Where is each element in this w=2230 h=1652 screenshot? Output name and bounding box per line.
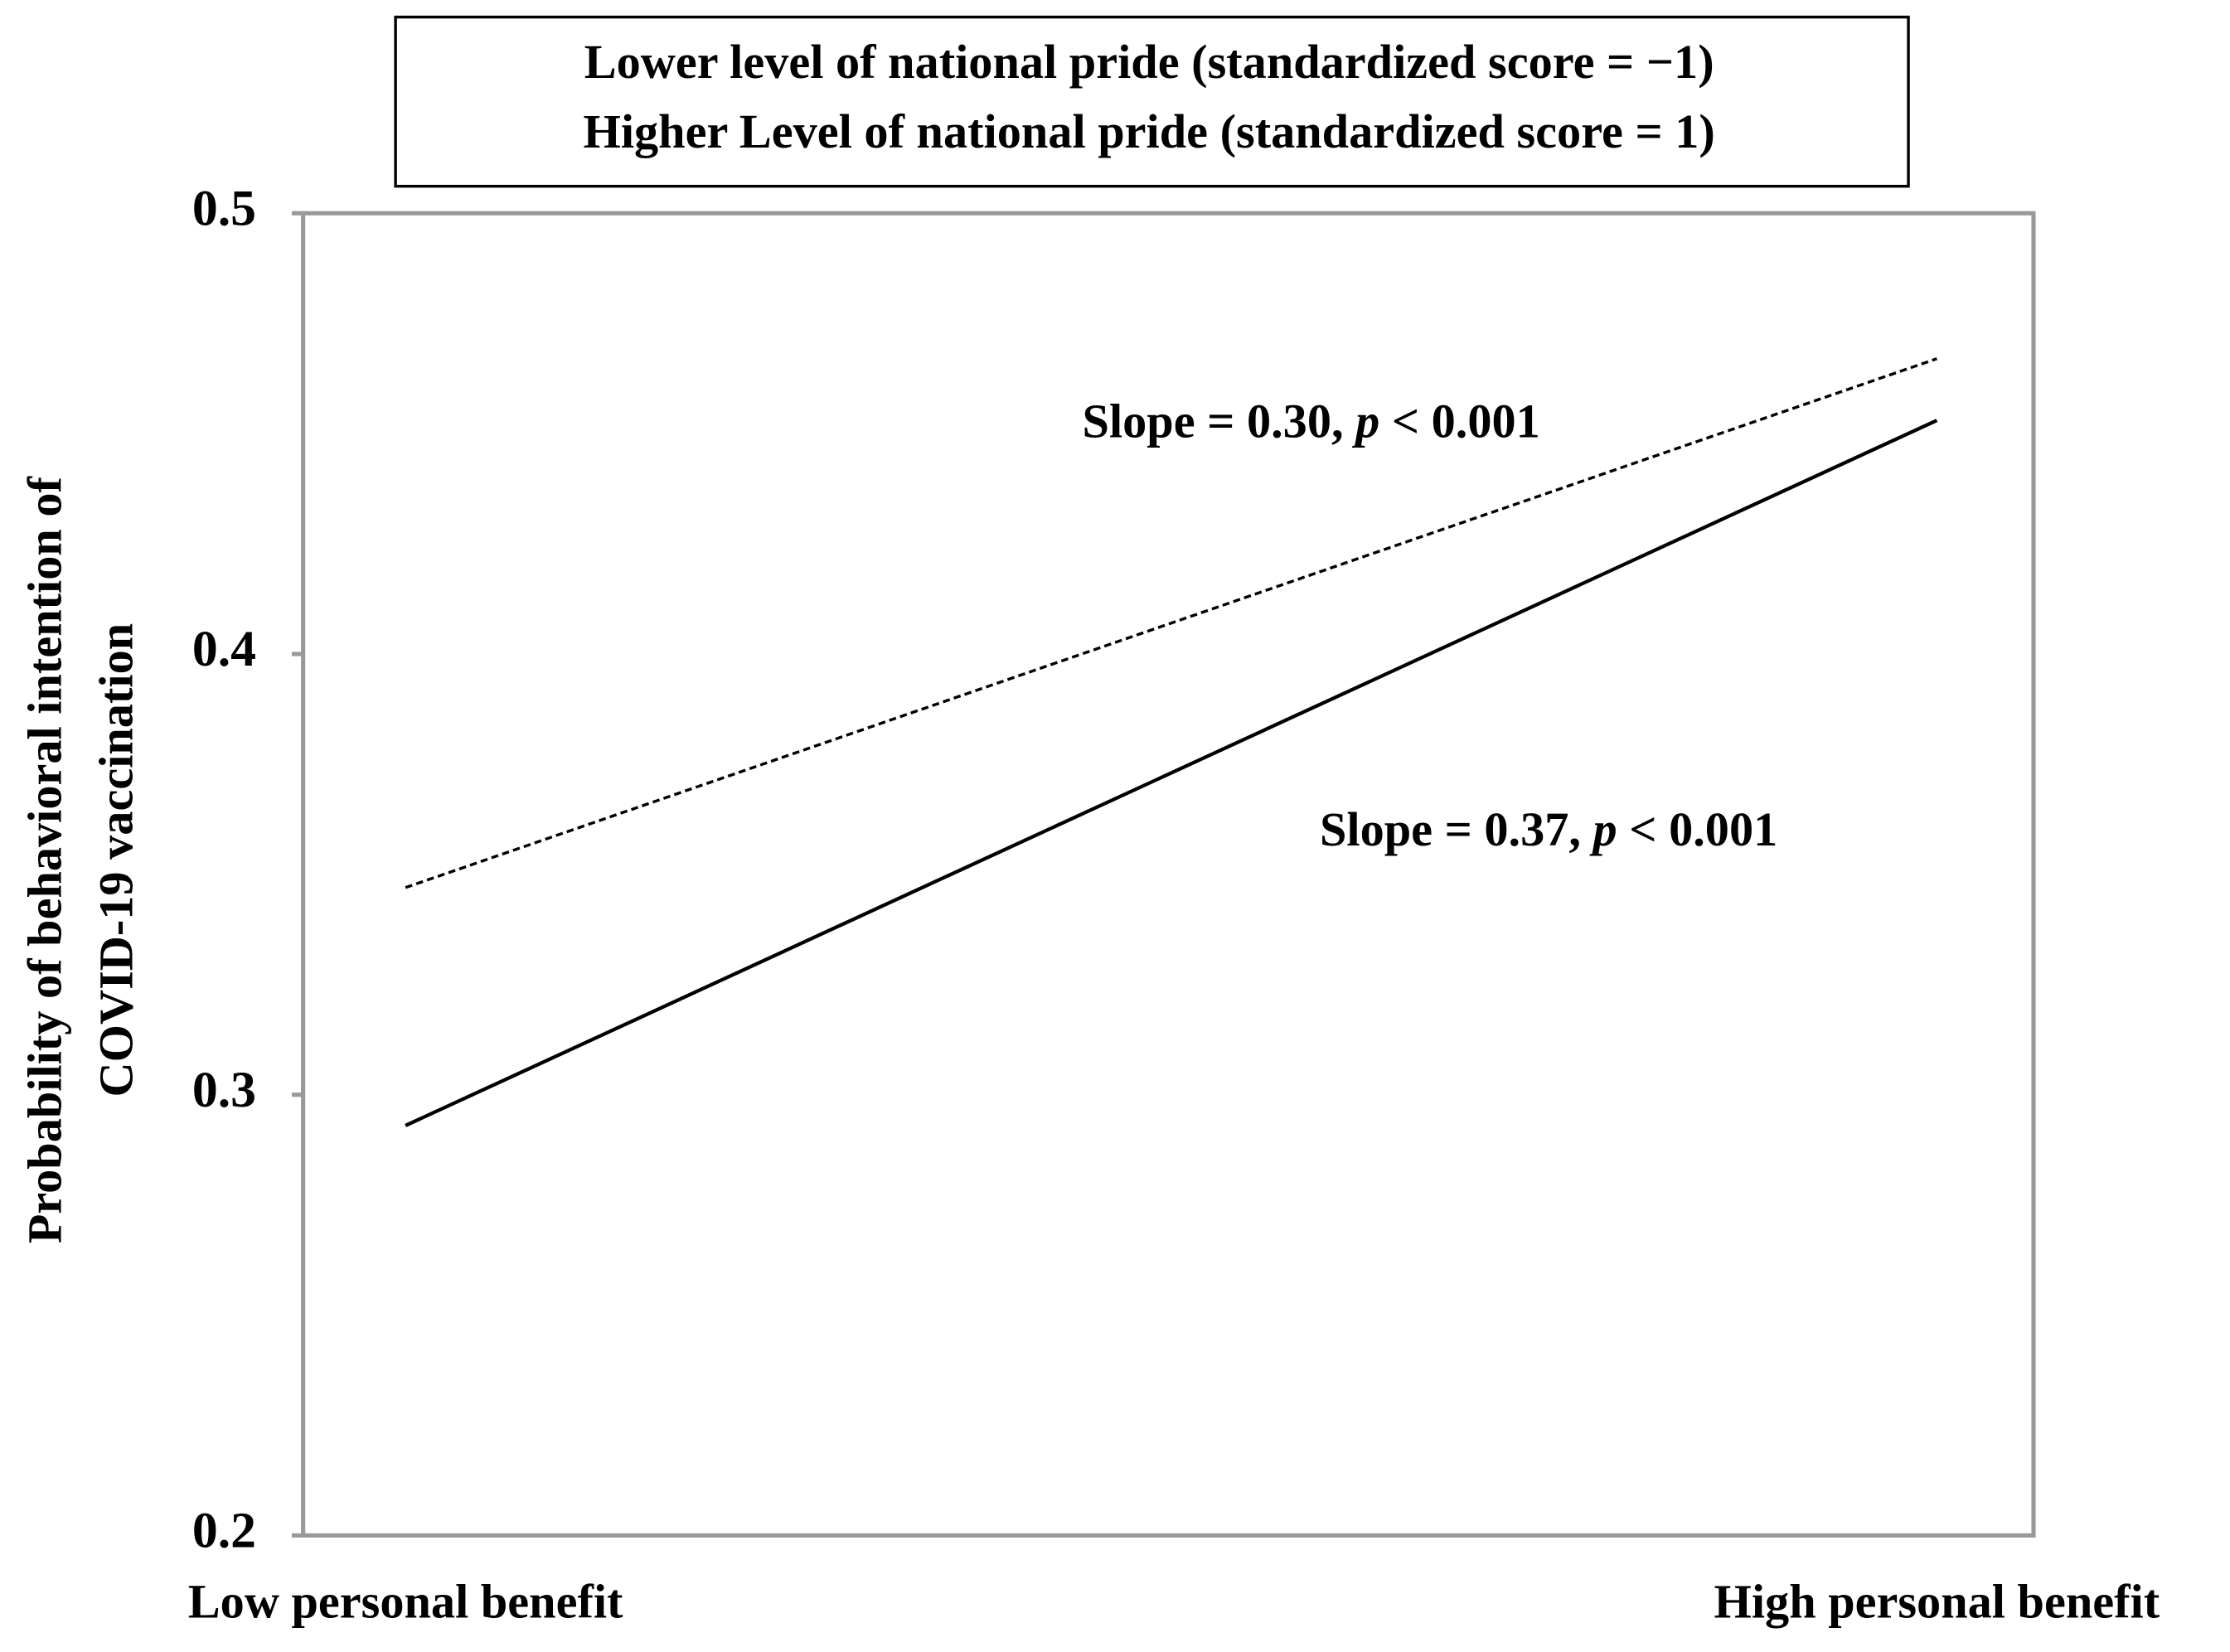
series-line [405, 419, 1938, 1127]
y-tick-label: 0.4 [192, 621, 256, 677]
x-tick-label: Low personal benefit [188, 1574, 623, 1628]
y-axis-label: Probability of behavioral intention of [18, 476, 72, 1243]
y-tick-label: 0.3 [192, 1062, 256, 1118]
annotation-part: Slope = 0.37, [1320, 802, 1593, 856]
y-tick-label: 0.2 [192, 1503, 256, 1559]
x-tick-label: High personal benefit [1714, 1574, 2160, 1628]
slope-annotation: Slope = 0.37, p < 0.001 [1320, 802, 1777, 856]
annotation-part: < 0.001 [1617, 802, 1778, 856]
y-tick-label: 0.5 [192, 180, 256, 236]
plot-frame [301, 211, 2036, 1538]
legend-box [394, 15, 1910, 188]
annotation-part: < 0.001 [1379, 395, 1540, 448]
legend-entry: Higher Level of national pride (standard… [583, 104, 1714, 158]
legend-entry: Lower level of national pride (standardi… [584, 35, 1714, 89]
series-line [405, 357, 1937, 889]
annotation-part: p [1589, 802, 1617, 856]
annotation-part: p [1351, 395, 1379, 448]
y-axis-label: COVID-19 vaccination [89, 623, 143, 1097]
slope-annotation: Slope = 0.30, p < 0.001 [1083, 395, 1540, 448]
annotation-part: Slope = 0.30, [1083, 395, 1356, 448]
